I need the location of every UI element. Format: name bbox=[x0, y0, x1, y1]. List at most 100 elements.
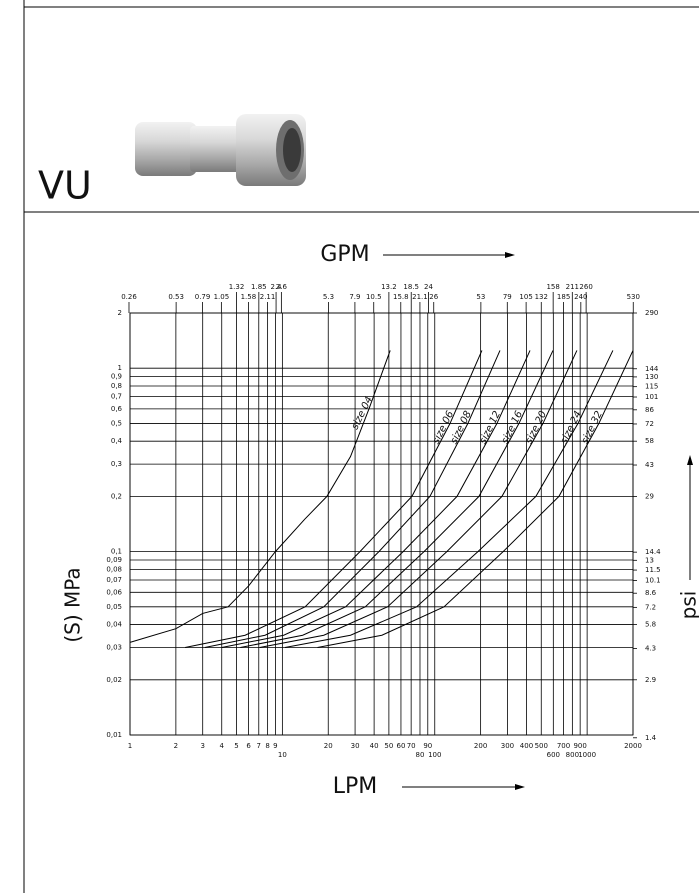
y2-tick-label: 115 bbox=[645, 383, 658, 391]
arrow bbox=[687, 455, 693, 580]
y2-tick-label: 1.4 bbox=[645, 734, 657, 742]
y2-tick-label: 4.3 bbox=[645, 644, 656, 652]
plot-frame bbox=[129, 312, 634, 736]
y-tick-label: 0,3 bbox=[111, 460, 122, 468]
y-tick-label: 0,08 bbox=[106, 565, 122, 573]
x2-tick-label: 15.8 bbox=[393, 293, 409, 301]
x-tick-label: 2 bbox=[174, 742, 178, 750]
x2-tick-label: 26 bbox=[429, 293, 438, 301]
y2-tick-label: 8.6 bbox=[645, 589, 657, 597]
x-tick-label: 300 bbox=[501, 742, 514, 750]
y-tick-label: 0,7 bbox=[111, 393, 122, 401]
x2-tick-label: 1.32 bbox=[229, 283, 245, 291]
x-tick-label: 40 bbox=[370, 742, 379, 750]
y2-tick-label: 13 bbox=[645, 556, 654, 564]
x2-tick-label: 1.05 bbox=[214, 293, 230, 301]
product-title: VU bbox=[38, 164, 92, 208]
x-tick-label: 4 bbox=[220, 742, 225, 750]
x-axis-title: LPM bbox=[333, 774, 378, 799]
x-tick-label: 400 bbox=[520, 742, 533, 750]
curve-label: size 16 bbox=[500, 409, 525, 446]
x-tick-label: 20 bbox=[324, 742, 333, 750]
y-tick-label: 0,05 bbox=[106, 603, 122, 611]
y2-tick-label: 86 bbox=[645, 406, 654, 414]
y2-tick-label: 2.9 bbox=[645, 676, 656, 684]
y-tick-label: 0,02 bbox=[106, 676, 122, 684]
x-tick-label: 800 bbox=[566, 751, 579, 759]
y-tick-label: 0,9 bbox=[111, 373, 122, 381]
flow-curve bbox=[129, 350, 391, 643]
x-tick-label: 200 bbox=[474, 742, 487, 750]
x2-tick-label: 1.85 bbox=[251, 283, 267, 291]
x-tick-label: 2000 bbox=[624, 742, 642, 750]
y2-tick-label: 43 bbox=[645, 461, 654, 469]
y2-axis-title: psi bbox=[677, 591, 699, 620]
flow-curve bbox=[204, 350, 501, 648]
x2-tick-label: 79 bbox=[503, 293, 512, 301]
y2-tick-label: 144 bbox=[645, 365, 659, 373]
x-tick-label: 3 bbox=[200, 742, 204, 750]
arrow bbox=[402, 784, 525, 790]
x-tick-label: 1 bbox=[128, 742, 132, 750]
y-tick-label: 1 bbox=[118, 364, 122, 372]
x-tick-label: 90 bbox=[423, 742, 432, 750]
x2-tick-label: 240 bbox=[574, 293, 587, 301]
x2-tick-label: 2.11 bbox=[260, 293, 276, 301]
y2-tick-label: 130 bbox=[645, 373, 658, 381]
x2-tick-label: 530 bbox=[627, 293, 640, 301]
y-tick-label: 0,6 bbox=[111, 405, 123, 413]
x-tick-label: 7 bbox=[257, 742, 261, 750]
flow-curve bbox=[317, 350, 634, 648]
x-tick-label: 6 bbox=[246, 742, 251, 750]
x-tick-label: 80 bbox=[416, 751, 425, 759]
x-tick-label: 1000 bbox=[578, 751, 596, 759]
x2-tick-label: 10.5 bbox=[366, 293, 382, 301]
y2-tick-label: 10.1 bbox=[645, 576, 661, 584]
flow-curve bbox=[221, 350, 531, 648]
top-axis-title: GPM bbox=[320, 242, 369, 267]
x2-tick-label: 0.26 bbox=[121, 293, 137, 301]
y2-tick-label: 101 bbox=[645, 393, 658, 401]
y-tick-label: 0,5 bbox=[111, 419, 122, 427]
y-tick-label: 0,4 bbox=[111, 437, 123, 445]
y2-tick-label: 11.5 bbox=[645, 566, 661, 574]
x2-tick-label: 53 bbox=[476, 293, 485, 301]
x2-tick-label: 18.5 bbox=[403, 283, 419, 291]
flow-curve bbox=[259, 350, 578, 648]
y2-tick-label: 7.2 bbox=[645, 603, 656, 611]
x-tick-label: 900 bbox=[573, 742, 586, 750]
x2-tick-label: 7.9 bbox=[349, 293, 360, 301]
x2-tick-label: 105 bbox=[519, 293, 532, 301]
x-tick-label: 700 bbox=[557, 742, 570, 750]
y-tick-label: 0,2 bbox=[111, 492, 122, 500]
x-tick-label: 5 bbox=[234, 742, 238, 750]
curve-label: size 20 bbox=[524, 409, 549, 446]
x2-tick-label: 24 bbox=[424, 283, 433, 291]
y2-tick-label: 72 bbox=[645, 420, 654, 428]
x2-tick-label: 185 bbox=[557, 293, 570, 301]
y-tick-label: 2 bbox=[118, 309, 122, 317]
x2-tick-label: 260 bbox=[579, 283, 592, 291]
x-tick-label: 70 bbox=[407, 742, 416, 750]
x-tick-label: 600 bbox=[547, 751, 560, 759]
x2-tick-label: 132 bbox=[535, 293, 548, 301]
flow-curve bbox=[284, 350, 614, 648]
x-tick-label: 100 bbox=[428, 751, 441, 759]
x-tick-label: 10 bbox=[278, 751, 287, 759]
x2-tick-label: 21.1 bbox=[412, 293, 428, 301]
y2-tick-label: 29 bbox=[645, 492, 654, 500]
x2-tick-label: 158 bbox=[546, 283, 559, 291]
x2-tick-label: 5.3 bbox=[323, 293, 334, 301]
x2-tick-label: 2.6 bbox=[276, 283, 288, 291]
y-tick-label: 0,01 bbox=[106, 731, 122, 739]
x2-tick-label: 13.2 bbox=[381, 283, 397, 291]
y2-tick-label: 14.4 bbox=[645, 548, 661, 556]
y-tick-label: 0,06 bbox=[106, 588, 122, 596]
flow-curve bbox=[185, 350, 483, 648]
y-tick-label: 0,1 bbox=[111, 548, 122, 556]
x-tick-label: 500 bbox=[535, 742, 548, 750]
y-tick-label: 0,09 bbox=[106, 556, 122, 564]
y-tick-label: 0,04 bbox=[106, 621, 122, 629]
x-tick-label: 9 bbox=[273, 742, 277, 750]
